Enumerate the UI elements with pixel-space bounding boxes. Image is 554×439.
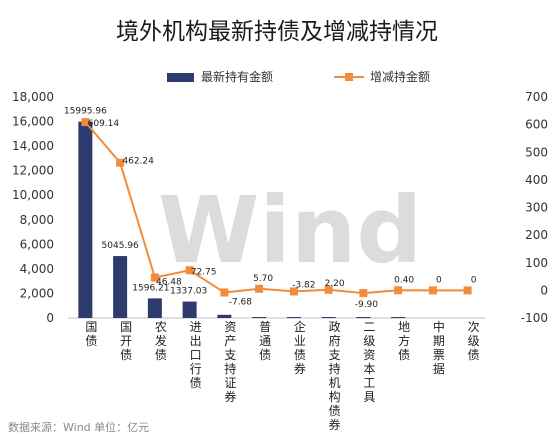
category-label: 农发债 [155,320,167,362]
line-point [289,287,298,296]
line-point [359,289,368,298]
line-data-label: 462.24 [122,157,154,167]
category-label: 进出口行债 [190,320,202,390]
bar [78,121,93,318]
right-tick-label: 0 [540,283,548,297]
bar [217,314,232,318]
left-tick-label: 4,000 [20,262,54,276]
line-point [428,286,437,295]
legend-bar-label: 最新持有金额 [201,69,273,84]
category-label: 地方债 [398,320,410,362]
category-label: 政府支持机构债券 [329,320,341,432]
line-point [220,288,229,297]
left-tick-label: 2,000 [20,286,54,300]
right-tick-label: 600 [525,118,548,132]
line-data-label: -9.90 [355,300,379,310]
category-label: 次级债 [468,320,480,362]
left-tick-label: 14,000 [12,139,54,153]
left-tick-label: 0 [46,311,54,325]
category-label: 国债 [85,320,97,348]
line-point [116,158,125,167]
left-tick-label: 6,000 [20,237,54,251]
line-data-label: 72.75 [191,267,217,277]
left-tick-label: 18,000 [12,90,54,104]
category-label: 资产支持证券 [224,320,236,404]
left-tick-label: 10,000 [12,188,54,202]
right-tick-label: 100 [525,256,548,270]
right-tick-label: 700 [525,90,548,104]
bar [182,301,197,318]
category-label: 中期票据 [433,319,445,376]
category-label: 普通债 [259,320,271,362]
right-tick-label: 500 [525,145,548,159]
line-point [150,273,159,282]
bar [252,317,267,318]
bar [113,256,128,318]
watermark-text: Wind [158,177,422,284]
right-tick-label: 200 [525,228,548,242]
legend-line-label: 增减持金额 [370,69,430,84]
legend-bar-swatch [167,73,194,82]
bar [391,317,406,318]
right-tick-label: 300 [525,201,548,215]
legend-line-marker [345,73,353,81]
line-data-label: 0 [436,275,442,285]
line-point [81,118,90,127]
source-note: 数据来源：Wind 单位：亿元 [8,420,149,434]
line-data-label: 0.40 [394,275,414,285]
line-point [394,286,403,295]
line-data-label: 2.20 [325,279,345,289]
line-series [84,121,468,295]
bar-data-label: 5045.96 [102,241,139,251]
category-label: 二级资本工具 [363,320,375,404]
bar-data-label: 1337.03 [170,287,207,297]
line-point [463,286,472,295]
left-tick-label: 16,000 [12,115,54,129]
right-tick-label: -100 [521,311,548,325]
bar [286,317,301,318]
line-data-label: 5.70 [253,274,273,284]
line-data-label: -7.68 [229,297,253,307]
line-data-label: 0 [471,275,477,285]
left-tick-label: 8,000 [20,213,54,227]
bar [147,298,162,318]
line-point [324,285,333,294]
line-point [255,284,264,293]
left-tick-label: 12,000 [12,164,54,178]
line-point [185,266,194,275]
line-data-label: -3.82 [292,280,315,290]
line-data-label: 46.48 [156,278,182,288]
line-data-label: 609.14 [88,119,120,129]
chart-title: 境外机构最新持债及增减持情况 [116,19,438,45]
bar [356,317,371,318]
right-tick-label: 400 [525,173,548,187]
category-label: 国开债 [120,320,132,362]
bar-data-label: 1596.21 [132,283,169,293]
category-label: 企业债券 [294,319,306,376]
bar [321,317,336,318]
bar-data-label: 15995.96 [64,107,107,117]
